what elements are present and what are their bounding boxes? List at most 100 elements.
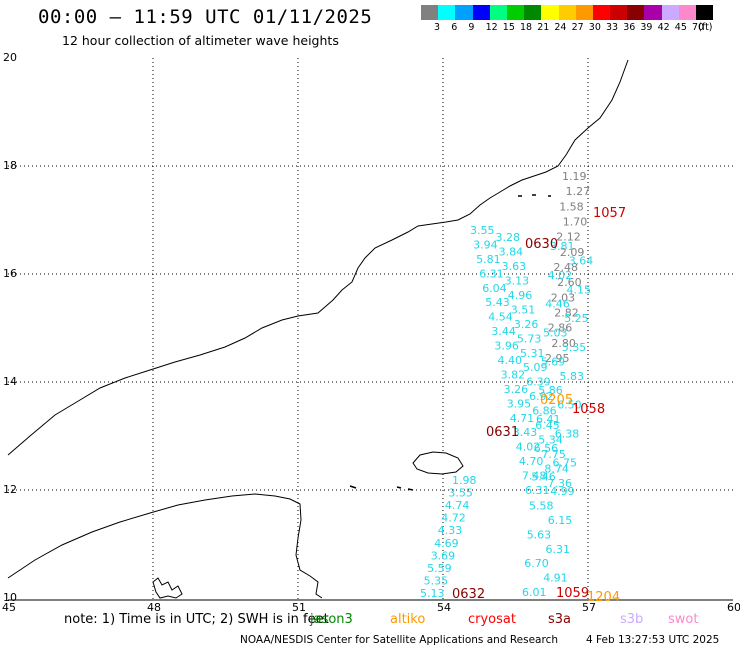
wave-height-value: 6.39: [526, 376, 551, 389]
wave-height-value: 3.64: [569, 254, 594, 267]
colorbar-label: 24: [554, 22, 567, 33]
wave-height-value: 1.19: [562, 170, 587, 183]
wave-height-value: 7.36: [548, 477, 573, 490]
pass-time-label: 0632: [452, 587, 485, 602]
legend-satellite-swot: swot: [668, 612, 699, 627]
colorbar-swatch: [455, 5, 473, 20]
units-note: note: 1) Time is in UTC; 2) SWH is in fe…: [64, 612, 329, 627]
wave-height-value: 5.09: [523, 361, 548, 374]
wave-height-value: 3.84: [499, 246, 523, 259]
lon-tick-label: 45: [2, 601, 16, 614]
wave-height-value: 4.70: [519, 455, 544, 468]
pass-time-label: 0630: [525, 237, 558, 252]
wave-height-value: 6.45: [535, 419, 560, 432]
wave-height-value: 6.01: [522, 586, 547, 599]
lat-tick-label: 16: [3, 267, 17, 280]
wave-height-colorbar: [421, 5, 714, 20]
wave-height-value: 3.55: [448, 487, 473, 500]
colorbar-swatch: [696, 5, 714, 20]
lon-tick-label: 54: [437, 601, 451, 614]
wave-height-value: 2.86: [548, 322, 573, 335]
wave-height-value: 6.38: [555, 427, 580, 440]
colorbar-swatch: [678, 5, 696, 20]
colorbar-swatch: [575, 5, 593, 20]
legend-satellite-s3b: s3b: [620, 612, 644, 627]
wave-height-value: 4.74: [445, 499, 470, 512]
wave-height-value: 4.96: [508, 289, 533, 302]
wave-height-value: 4.15: [567, 283, 592, 296]
lon-tick-label: 51: [292, 601, 306, 614]
wave-height-value: 3.81: [550, 240, 575, 253]
wave-height-value: 8.74: [544, 462, 569, 475]
lat-tick-label: 10: [3, 591, 17, 604]
colorbar-swatch: [610, 5, 628, 20]
colorbar-label: 21: [537, 22, 550, 33]
wave-height-value: 5.73: [517, 332, 542, 345]
coastline: [7, 59, 629, 456]
wave-height-value: 7.75: [541, 448, 566, 461]
wave-height-value: 2.95: [545, 352, 570, 365]
generated-timestamp: 4 Feb 13:27:53 UTC 2025: [586, 634, 720, 646]
wave-height-value: 2.12: [556, 231, 581, 244]
wave-height-value: 3.28: [496, 231, 521, 244]
wave-height-value: 3.44: [491, 325, 516, 338]
wave-height-value: 6.50: [557, 399, 582, 412]
colorbar-swatch: [524, 5, 542, 20]
colorbar-swatch: [592, 5, 611, 20]
wave-height-value: 3.69: [431, 549, 456, 562]
wave-height-value: 5.35: [562, 341, 587, 354]
credit-line: NOAA/NESDIS Center for Satellite Applica…: [240, 634, 558, 646]
wave-height-value: 5.43: [485, 296, 510, 309]
lon-tick-label: 48: [147, 601, 161, 614]
wave-height-value: 5.58: [529, 500, 554, 513]
wave-height-value: 6.04: [482, 282, 507, 295]
wave-height-value: 1.70: [563, 216, 588, 229]
lat-tick-label: 14: [3, 375, 17, 388]
wave-height-value: 6.92: [529, 390, 554, 403]
colorbar-label: 42: [657, 22, 670, 33]
wave-height-value: 6.86: [532, 405, 557, 418]
lon-tick-label: 57: [582, 601, 596, 614]
legend-satellite-s3a: s3a: [548, 612, 572, 627]
colorbar-swatch: [438, 5, 456, 20]
wave-height-value: 6.75: [553, 456, 578, 469]
wave-height-value: 3.95: [507, 397, 532, 410]
wave-height-value: 3.43: [513, 426, 538, 439]
wave-height-value: 3.82: [501, 368, 525, 381]
wave-height-value: 2.09: [560, 246, 585, 259]
wave-height-value: 5.83: [560, 370, 585, 383]
colorbar-label: 36: [623, 22, 636, 33]
wave-height-value: 4.99: [550, 485, 575, 498]
lat-lon-grid: [8, 58, 733, 601]
lat-tick-label: 20: [3, 51, 17, 64]
lat-tick-label: 12: [3, 483, 17, 496]
pass-time-label: 0205: [540, 393, 573, 408]
colorbar-swatch: [558, 5, 576, 20]
wave-height-value: 5.25: [564, 312, 589, 325]
colorbar-label: 30: [588, 22, 601, 33]
wave-height-value: 4.71: [510, 412, 535, 425]
colorbar-swatch: [627, 5, 645, 20]
wave-height-value: 5.46: [531, 471, 556, 484]
lat-tick-label: 18: [3, 159, 17, 172]
wave-height-value: 5.69: [541, 355, 566, 368]
island: [412, 451, 464, 475]
colorbar-label: 6: [451, 22, 458, 33]
wave-height-value: 4.91: [543, 572, 568, 585]
wave-height-value: 3.55: [470, 224, 495, 237]
legend-satellite-cryosat: cryosat: [468, 612, 516, 627]
wave-height-value: 5.59: [427, 562, 452, 575]
colorbar-label: 70: [692, 22, 705, 33]
wave-height-value: 6.31: [546, 543, 571, 556]
legend-satellite-jason3: jason3: [310, 612, 353, 627]
wave-height-value: 5.34: [538, 433, 563, 446]
wave-height-value: 3.63: [502, 260, 526, 273]
colorbar-label: 9: [468, 22, 475, 33]
wave-height-value: 2.48: [554, 261, 579, 274]
colorbar-label: 12: [485, 22, 498, 33]
wave-height-value: 3.13: [505, 275, 530, 288]
wave-height-value: 5.03: [543, 327, 568, 340]
